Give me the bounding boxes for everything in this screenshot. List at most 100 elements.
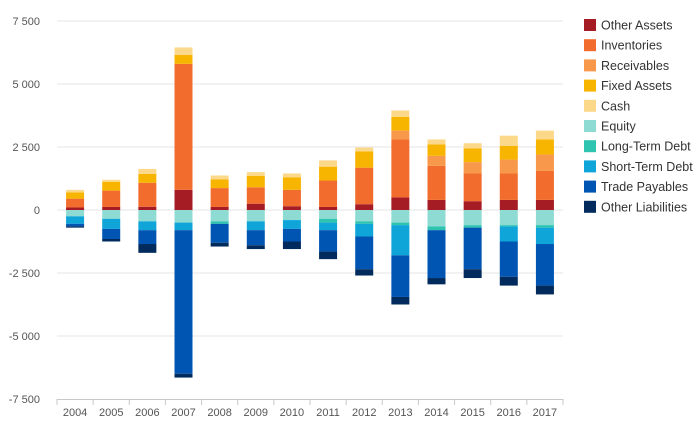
- legend: Other Assets Inventories Receivables Fixed …: [584, 19, 693, 214]
- bar-other-liabilities-2005: [102, 238, 121, 242]
- bar-equity-2013: [391, 210, 410, 223]
- legend-label: Long-Term Debt: [601, 140, 691, 154]
- bar-equity-2010: [282, 210, 301, 221]
- legend-item-short-term-debt[interactable]: Short-Term Debt: [584, 160, 693, 174]
- bar-fixed-assets-2012: [355, 151, 374, 168]
- bar-receivables-2014: [427, 155, 446, 166]
- bar-other-assets-2008: [210, 206, 229, 210]
- legend-swatch: [584, 59, 596, 72]
- bar-inventories-2004: [66, 198, 85, 208]
- bar-trade-payables-2017: [535, 244, 554, 286]
- bar-equity-2016: [499, 210, 518, 226]
- bar-other-assets-2017: [535, 199, 554, 210]
- legend-swatch: [584, 39, 596, 52]
- bar-inventories-2013: [391, 139, 410, 198]
- legend-label: Other Assets: [601, 19, 673, 33]
- bar-inventories-2017: [535, 170, 554, 200]
- bar-cash-2006: [138, 168, 157, 174]
- bar-inventories-2008: [210, 188, 229, 207]
- bar-cash-2005: [102, 179, 121, 182]
- bar-equity-2006: [138, 210, 157, 222]
- legend-item-fixed-assets[interactable]: Fixed Assets: [584, 79, 672, 93]
- bar-trade-payables-2008: [210, 223, 229, 243]
- bar-cash-2014: [427, 139, 446, 145]
- legend-item-equity[interactable]: Equity: [584, 120, 636, 134]
- legend-item-receivables[interactable]: Receivables: [584, 59, 669, 73]
- y-tick-label: -2 500: [9, 268, 40, 280]
- y-tick-label: 7 500: [12, 16, 40, 28]
- bar-other-liabilities-2017: [535, 285, 554, 295]
- bar-trade-payables-2011: [319, 230, 338, 252]
- grid-layer: [57, 20, 563, 337]
- x-tick-label: 2014: [424, 407, 448, 419]
- bar-long-term-debt-2012: [355, 221, 374, 224]
- y-tick-label: -7 500: [9, 394, 40, 406]
- bar-inventories-2005: [102, 190, 121, 207]
- legend-swatch: [584, 200, 596, 213]
- bar-other-liabilities-2007: [174, 373, 193, 378]
- legend-item-trade-payables[interactable]: Trade Payables: [584, 180, 688, 194]
- legend-label: Cash: [601, 99, 630, 113]
- bar-fixed-assets-2005: [102, 181, 121, 191]
- legend-swatch: [584, 99, 596, 112]
- bar-cash-2009: [246, 172, 265, 176]
- bar-trade-payables-2016: [499, 241, 518, 277]
- x-tick-label: 2016: [497, 407, 521, 419]
- bar-inventories-2007: [174, 63, 193, 190]
- bar-other-assets-2007: [174, 189, 193, 210]
- x-tick-label: 2004: [63, 407, 87, 419]
- legend-item-other-assets[interactable]: Other Assets: [584, 19, 673, 33]
- bar-fixed-assets-2017: [535, 139, 554, 155]
- legend-label: Receivables: [601, 59, 669, 73]
- bar-other-assets-2013: [391, 197, 410, 210]
- bar-long-term-debt-2008: [210, 221, 229, 224]
- bar-long-term-debt-2015: [463, 225, 482, 228]
- bar-fixed-assets-2010: [282, 177, 301, 190]
- bar-other-assets-2016: [499, 199, 518, 210]
- bar-long-term-debt-2014: [427, 226, 446, 231]
- legend-item-long-term-debt[interactable]: Long-Term Debt: [584, 140, 691, 154]
- bar-receivables-2016: [499, 159, 518, 174]
- bar-other-assets-2014: [427, 199, 446, 210]
- bar-fixed-assets-2014: [427, 144, 446, 156]
- bar-equity-2017: [535, 210, 554, 226]
- bar-trade-payables-2004: [66, 223, 85, 227]
- x-tick-label: 2017: [533, 407, 557, 419]
- bar-cash-2016: [499, 135, 518, 146]
- bar-other-liabilities-2008: [210, 242, 229, 247]
- legend-swatch: [584, 140, 596, 153]
- bar-other-assets-2004: [66, 207, 85, 210]
- bar-short-term-debt-2007: [174, 222, 193, 231]
- bar-equity-2011: [319, 210, 338, 219]
- bar-other-assets-2012: [355, 204, 374, 210]
- bar-fixed-assets-2009: [246, 175, 265, 188]
- bar-other-assets-2009: [246, 203, 265, 210]
- bar-fixed-assets-2013: [391, 116, 410, 131]
- legend-label: Inventories: [601, 39, 662, 53]
- bar-equity-2012: [355, 210, 374, 222]
- bar-cash-2008: [210, 175, 229, 180]
- bar-inventories-2011: [319, 180, 338, 207]
- bar-equity-2015: [463, 210, 482, 226]
- bar-trade-payables-2007: [174, 230, 193, 374]
- bar-other-assets-2015: [463, 201, 482, 210]
- bar-fixed-assets-2016: [499, 145, 518, 160]
- bar-other-liabilities-2012: [355, 269, 374, 276]
- bar-other-liabilities-2006: [138, 244, 157, 253]
- bar-trade-payables-2009: [246, 230, 265, 246]
- bar-long-term-debt-2016: [499, 225, 518, 227]
- legend-item-cash[interactable]: Cash: [584, 99, 630, 113]
- bar-short-term-debt-2016: [499, 226, 518, 242]
- legend-item-inventories[interactable]: Inventories: [584, 39, 662, 53]
- legend-swatch: [584, 120, 596, 132]
- bar-fixed-assets-2015: [463, 148, 482, 163]
- x-tick-label: 2007: [171, 407, 195, 419]
- bar-equity-2007: [174, 210, 193, 223]
- bar-cash-2012: [355, 147, 374, 152]
- bar-cash-2017: [535, 130, 554, 140]
- bar-long-term-debt-2017: [535, 225, 554, 228]
- legend-label: Fixed Assets: [601, 79, 672, 93]
- bar-trade-payables-2013: [391, 255, 410, 297]
- legend-item-other-liabilities[interactable]: Other Liabilities: [584, 200, 687, 214]
